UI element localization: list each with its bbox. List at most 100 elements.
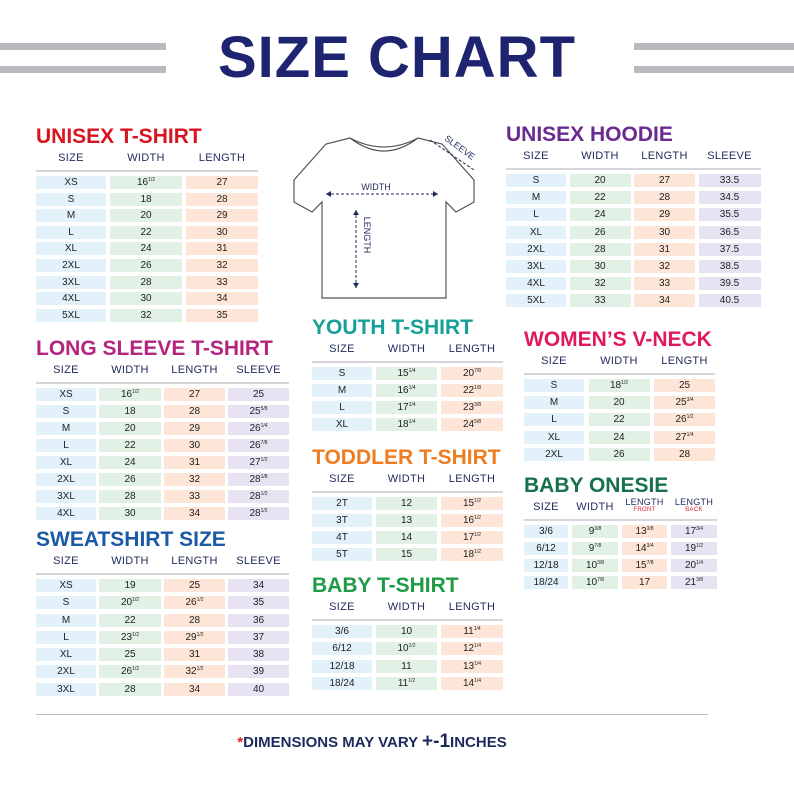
table-row: 3T 13 161/2 bbox=[312, 514, 503, 527]
table-row: 3XL 28 34 40 bbox=[36, 682, 289, 696]
cell-size: 12/18 bbox=[524, 559, 568, 572]
cell-sleeve: 281/8 bbox=[228, 473, 289, 486]
cell-width: 20 bbox=[569, 174, 631, 187]
cell-length: 233/8 bbox=[441, 401, 503, 414]
table-title: SWEATSHIRT SIZE bbox=[36, 528, 226, 551]
table-row: S 18 28 255/8 bbox=[36, 405, 289, 418]
cell-size: L bbox=[36, 225, 106, 239]
fraction: 3/8 bbox=[594, 526, 602, 532]
cell-length-back: 173/4 bbox=[671, 525, 717, 538]
fraction: 7/8 bbox=[646, 560, 654, 566]
table-row: M 22 28 36 bbox=[36, 613, 289, 627]
cell-width: 161/2 bbox=[99, 388, 161, 401]
cell-size: S bbox=[36, 192, 106, 206]
column-header: SIZE bbox=[53, 364, 79, 376]
cell-width: 22 bbox=[99, 439, 161, 452]
fraction: 1/2 bbox=[132, 631, 140, 638]
cell-length: 121/4 bbox=[441, 642, 503, 656]
cell-size: XL bbox=[36, 648, 96, 662]
fraction: 1/8 bbox=[474, 385, 482, 391]
cell-width: 13 bbox=[376, 514, 437, 527]
cell-size: XS bbox=[36, 176, 106, 189]
cell-size: XL bbox=[312, 418, 372, 431]
cell-sleeve: 281/2 bbox=[228, 490, 289, 503]
cell-width: 22 bbox=[588, 413, 650, 427]
cell-width: 97/8 bbox=[572, 542, 618, 555]
cell-width: 107/8 bbox=[572, 576, 618, 589]
column-header: WIDTH bbox=[581, 150, 619, 162]
cell-size: S bbox=[524, 379, 584, 392]
cell-length: 161/2 bbox=[441, 514, 503, 527]
unisex-hoodie-table: UNISEX HOODIE SIZE WIDTH LENGTH SLEEVE S 20 27 3… bbox=[506, 123, 761, 312]
fraction: 1/4 bbox=[686, 431, 694, 438]
cell-width: 161/4 bbox=[376, 384, 437, 397]
column-header: SIZE bbox=[533, 501, 559, 513]
table-row: 4XL 30 34 bbox=[36, 292, 258, 306]
footer-divider bbox=[36, 714, 708, 715]
column-header: SLEEVE bbox=[236, 555, 281, 567]
column-header: SIZE bbox=[541, 355, 567, 367]
cell-width: 18 bbox=[99, 405, 161, 418]
table-title: BABY ONESIE bbox=[524, 474, 669, 497]
t-shirt-outline bbox=[293, 137, 475, 299]
cell-size: 3XL bbox=[36, 275, 106, 289]
tolerance: +-1 bbox=[422, 731, 451, 752]
column-header: WIDTH bbox=[111, 364, 149, 376]
cell-width: 18 bbox=[110, 192, 182, 206]
cell-size: L bbox=[36, 439, 96, 452]
cell-length: 34 bbox=[186, 292, 258, 306]
fraction: 1/2 bbox=[260, 491, 268, 497]
cell-size: XL bbox=[524, 430, 584, 444]
cell-size: L bbox=[36, 630, 96, 644]
cell-width: 22 bbox=[569, 191, 631, 205]
column-header: SIZE bbox=[329, 473, 355, 485]
table-row: XL 24 31 271/2 bbox=[36, 456, 289, 469]
cell-length: 181/2 bbox=[441, 548, 503, 561]
cell-length-back: 201/4 bbox=[671, 559, 717, 572]
table-row: XL 25 31 38 bbox=[36, 648, 289, 662]
cell-length: 29 bbox=[186, 209, 258, 223]
fraction: 1/2 bbox=[474, 498, 482, 504]
cell-length: 33 bbox=[164, 490, 225, 503]
cell-length: 27 bbox=[164, 388, 225, 401]
cell-size: 2XL bbox=[36, 258, 106, 272]
table-row: L 22 261/2 bbox=[524, 413, 715, 427]
decor-stripe-right-bottom bbox=[634, 66, 794, 73]
cell-size: M bbox=[36, 422, 96, 435]
table-header: SIZE WIDTH LENGTH bbox=[312, 598, 503, 621]
table-row: L 24 29 35.5 bbox=[506, 208, 761, 222]
fraction: 1/2 bbox=[408, 643, 416, 650]
column-header: WIDTH bbox=[387, 343, 426, 355]
table-header: SIZE WIDTH LENGTH FRONT LENGTH BACK bbox=[524, 498, 717, 521]
cell-width: 26 bbox=[99, 473, 161, 486]
cell-length-front: 157/8 bbox=[622, 559, 667, 572]
cell-length: 261/2 bbox=[654, 413, 715, 427]
cell-width: 22 bbox=[110, 225, 182, 239]
cell-sleeve: 261/4 bbox=[228, 422, 289, 435]
fraction: 3/8 bbox=[696, 577, 704, 583]
fraction: 1/2 bbox=[686, 414, 694, 421]
cell-length: 29 bbox=[634, 208, 695, 222]
cell-size: S bbox=[312, 367, 372, 380]
cell-width: 101/2 bbox=[376, 642, 437, 656]
fraction: 1/2 bbox=[474, 532, 482, 538]
cell-sleeve: 36.5 bbox=[698, 225, 761, 239]
table-row: M 22 28 34.5 bbox=[506, 191, 761, 205]
table-row: 12/18 11 131/4 bbox=[312, 659, 503, 673]
table-row: XL 24 271/4 bbox=[524, 430, 715, 444]
cell-size: 6/12 bbox=[312, 642, 372, 656]
cell-width: 201/2 bbox=[99, 596, 161, 610]
cell-length: 34 bbox=[634, 294, 695, 308]
fraction: 1/2 bbox=[196, 666, 204, 673]
table-row: XS 161/2 27 25 bbox=[36, 388, 289, 401]
cell-size: M bbox=[312, 384, 372, 397]
t-shirt-diagram: WIDTH LENGTH SLEEVE bbox=[293, 133, 477, 299]
cell-width: 33 bbox=[569, 294, 631, 308]
decor-stripe-left-bottom bbox=[0, 66, 166, 73]
cell-length: 30 bbox=[634, 225, 695, 239]
cell-length: 28 bbox=[164, 613, 225, 627]
cell-length: 31 bbox=[164, 456, 225, 469]
cell-length: 34 bbox=[164, 507, 225, 520]
cell-length: 30 bbox=[164, 439, 225, 452]
column-header: SLEEVE bbox=[236, 364, 281, 376]
